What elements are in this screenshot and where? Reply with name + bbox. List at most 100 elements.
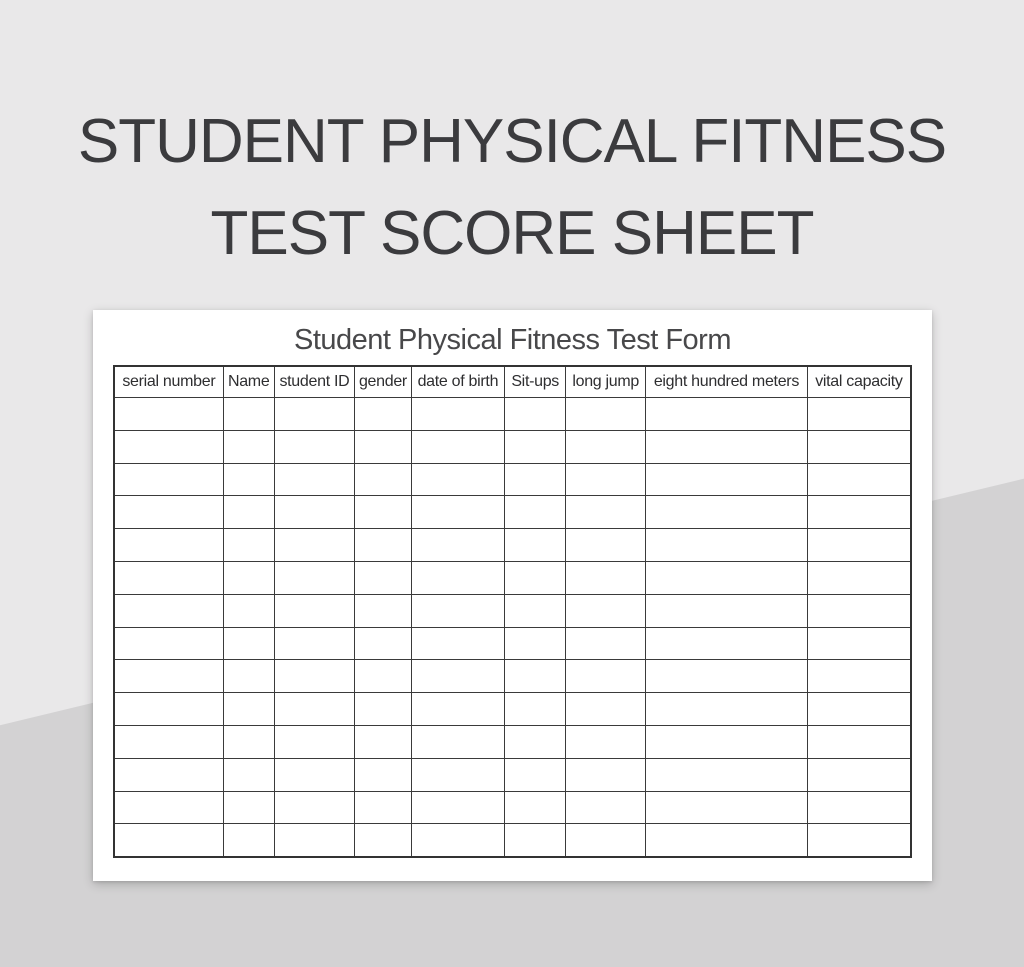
table-header-row: serial number Name student ID gender dat… (113, 365, 912, 398)
empty-cell (503, 593, 567, 628)
fitness-test-table: serial number Name student ID gender dat… (113, 365, 912, 859)
empty-cell (113, 692, 224, 726)
empty-cell (273, 593, 356, 628)
table-row (113, 692, 912, 726)
empty-cell (113, 659, 224, 694)
form-title: Student Physical Fitness Test Form (294, 324, 731, 356)
empty-cell (273, 429, 356, 464)
empty-cell (273, 495, 356, 530)
table-row (113, 495, 912, 530)
table-row (113, 724, 912, 759)
empty-cell (645, 692, 808, 726)
empty-cell (565, 692, 647, 726)
empty-cell (273, 790, 356, 825)
empty-cell (354, 626, 412, 661)
empty-cell (645, 823, 808, 858)
empty-cell (503, 692, 567, 726)
empty-cell (273, 823, 356, 858)
column-header-eight-hundred-meters: eight hundred meters (645, 365, 808, 398)
empty-cell (222, 724, 275, 759)
empty-cell (645, 757, 808, 792)
empty-cell (645, 429, 808, 464)
empty-cell (113, 626, 224, 661)
empty-cell (273, 692, 356, 726)
empty-cell (806, 593, 912, 628)
empty-cell (645, 790, 808, 825)
empty-cell (354, 397, 412, 431)
empty-cell (565, 626, 647, 661)
empty-cell (565, 528, 647, 562)
empty-cell (410, 757, 505, 792)
empty-cell (503, 724, 567, 759)
table-row (113, 626, 912, 661)
empty-cell (354, 757, 412, 792)
empty-cell (113, 724, 224, 759)
table-row (113, 560, 912, 595)
empty-cell (113, 790, 224, 825)
empty-cell (806, 495, 912, 530)
empty-cell (273, 397, 356, 431)
empty-cell (410, 397, 505, 431)
empty-cell (565, 397, 647, 431)
empty-cell (222, 659, 275, 694)
empty-cell (503, 757, 567, 792)
column-header-student-id: student ID (273, 365, 356, 398)
empty-cell (503, 495, 567, 530)
empty-cell (503, 823, 567, 858)
empty-cell (410, 659, 505, 694)
column-header-name: Name (222, 365, 275, 398)
empty-cell (645, 659, 808, 694)
empty-cell (410, 823, 505, 858)
empty-cell (222, 626, 275, 661)
empty-cell (645, 724, 808, 759)
empty-cell (503, 429, 567, 464)
column-header-date-of-birth: date of birth (410, 365, 505, 398)
empty-cell (222, 429, 275, 464)
empty-cell (273, 626, 356, 661)
empty-cell (222, 823, 275, 858)
table-row (113, 790, 912, 825)
table-row (113, 593, 912, 628)
empty-cell (113, 560, 224, 595)
empty-cell (222, 397, 275, 431)
empty-cell (565, 790, 647, 825)
empty-cell (645, 495, 808, 530)
empty-cell (273, 528, 356, 562)
empty-cell (565, 462, 647, 497)
empty-cell (410, 429, 505, 464)
empty-cell (113, 462, 224, 497)
empty-cell (645, 626, 808, 661)
column-header-vital-capacity: vital capacity (806, 365, 912, 398)
empty-cell (354, 429, 412, 464)
empty-cell (273, 757, 356, 792)
empty-cell (222, 528, 275, 562)
table-row (113, 429, 912, 464)
empty-cell (565, 495, 647, 530)
empty-cell (806, 626, 912, 661)
empty-cell (806, 790, 912, 825)
empty-cell (565, 560, 647, 595)
empty-cell (354, 528, 412, 562)
empty-cell (410, 692, 505, 726)
empty-cell (806, 560, 912, 595)
empty-cell (565, 593, 647, 628)
empty-cell (806, 659, 912, 694)
empty-cell (503, 462, 567, 497)
empty-cell (645, 528, 808, 562)
empty-cell (806, 757, 912, 792)
empty-cell (410, 790, 505, 825)
empty-cell (222, 757, 275, 792)
score-sheet-card: Student Physical Fitness Test Form seria… (93, 310, 932, 881)
empty-cell (354, 495, 412, 530)
empty-cell (565, 757, 647, 792)
empty-cell (645, 593, 808, 628)
empty-cell (410, 462, 505, 497)
empty-cell (113, 495, 224, 530)
empty-cell (273, 724, 356, 759)
empty-cell (354, 823, 412, 858)
empty-cell (222, 462, 275, 497)
empty-cell (503, 528, 567, 562)
empty-cell (113, 593, 224, 628)
empty-cell (354, 560, 412, 595)
empty-cell (222, 495, 275, 530)
